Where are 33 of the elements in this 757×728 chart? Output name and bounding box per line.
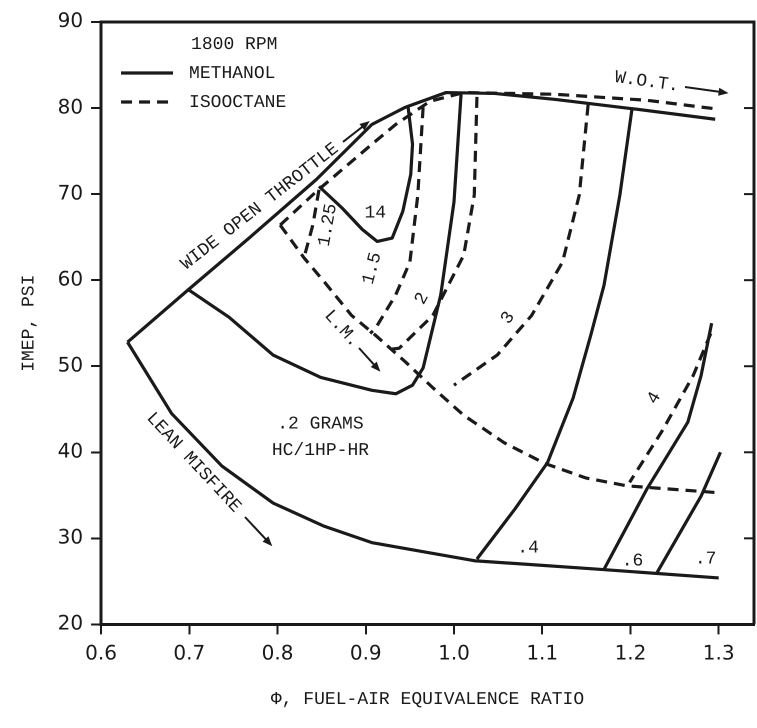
annotation: 14 xyxy=(364,204,386,224)
annotation: .4 xyxy=(517,538,539,559)
y-tick-label: 40 xyxy=(58,438,84,462)
annotation: HC/1HP-HR xyxy=(272,441,370,462)
x-tick-label: 0.8 xyxy=(262,640,294,665)
annotation: .6 xyxy=(622,551,644,572)
x-tick-label: 1.3 xyxy=(702,640,735,665)
annotation: W.O.T. xyxy=(613,68,680,97)
y-tick-label: 70 xyxy=(58,180,84,204)
annotation: 2 xyxy=(410,289,434,308)
y-tick-label: 90 xyxy=(58,8,84,32)
x-tick-label: 0.6 xyxy=(85,640,117,665)
x-tick-label: 1.0 xyxy=(438,640,470,665)
legend-label: METHANOL xyxy=(189,64,276,84)
annotation: 1.25 xyxy=(314,202,342,248)
y-tick-label: 60 xyxy=(58,266,84,290)
x-tick-label: 1.1 xyxy=(526,640,558,665)
y-axis-title: IMEP, PSI xyxy=(20,274,40,372)
x-tick-label: 1.2 xyxy=(614,640,646,665)
y-tick-label: 20 xyxy=(58,610,84,635)
legend-title: 1800 RPM xyxy=(191,34,278,55)
annotation: 1.5 xyxy=(358,250,387,287)
y-tick-label: 50 xyxy=(58,352,84,376)
annotation: .2 GRAMS xyxy=(277,414,364,435)
x-tick-label: 0.9 xyxy=(350,640,382,665)
x-tick-label: 0.7 xyxy=(173,640,206,665)
y-tick-label: 80 xyxy=(58,94,84,118)
y-tick-label: 30 xyxy=(58,524,84,549)
legend-label: ISOOCTANE xyxy=(189,92,286,113)
annotation: 3 xyxy=(497,308,520,328)
annotation: 4 xyxy=(643,388,666,408)
x-axis-title: Φ, FUEL-AIR EQUIVALENCE RATIO xyxy=(270,690,584,710)
annotation: .7 xyxy=(694,550,716,570)
